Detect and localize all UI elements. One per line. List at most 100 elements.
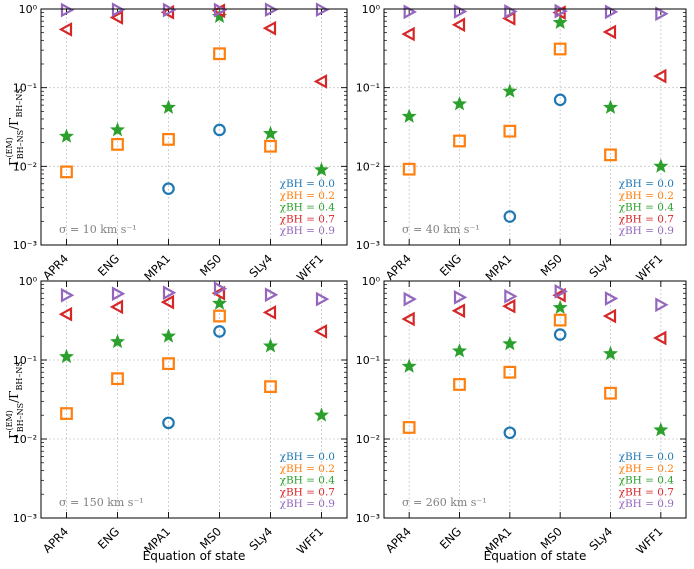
data-point-tri-right xyxy=(453,290,468,305)
y-tick-label: 10⁻³ xyxy=(13,239,37,252)
data-point-star xyxy=(212,295,227,310)
legend-entry: χBH = 0.9 xyxy=(280,498,335,510)
data-point-star xyxy=(59,128,74,143)
data-point-tri-left xyxy=(401,311,415,327)
data-point-circle xyxy=(162,182,175,195)
sigma-annotation: σ = 150 km s⁻¹ xyxy=(59,496,144,509)
data-point-star xyxy=(314,407,329,422)
legend-entry: χBH = 0.2 xyxy=(619,190,674,202)
axes-frame xyxy=(383,280,687,519)
data-point-star xyxy=(603,99,618,114)
data-point-tri-right xyxy=(604,291,619,306)
data-point-tri-left xyxy=(313,324,328,339)
x-tick-label: SLy4 xyxy=(586,524,615,553)
x-axis-label: Equation of state xyxy=(484,549,587,563)
legend-entry: χBH = 0.0 xyxy=(619,451,674,463)
data-point-square xyxy=(553,313,567,327)
legend-entry: χBH = 0.4 xyxy=(619,202,675,214)
data-point-star xyxy=(502,83,518,98)
legend-entry: χBH = 0.0 xyxy=(280,178,335,190)
data-point-star xyxy=(452,96,467,111)
data-point-tri-right xyxy=(655,297,669,313)
data-point-tri-right xyxy=(403,4,417,20)
y-axis-label: Γ(EM) BH–NS/ΓBH–NS xyxy=(5,361,25,439)
data-point-star xyxy=(161,99,176,114)
x-tick-label: MS0 xyxy=(197,524,224,551)
x-tick-label: ENG xyxy=(95,251,122,278)
data-point-tri-right xyxy=(604,4,619,20)
x-tick-label: ENG xyxy=(437,251,464,278)
y-tick-label: 10⁻¹ xyxy=(13,82,37,95)
data-point-tri-left xyxy=(109,299,124,315)
legend-entry: χBH = 0.2 xyxy=(619,463,674,475)
legend-entry: χBH = 0.4 xyxy=(280,475,336,487)
data-point-star xyxy=(603,345,618,361)
data-point-tri-left xyxy=(451,17,466,33)
data-point-star xyxy=(110,333,125,349)
data-point-tri-right xyxy=(264,287,279,303)
data-point-square xyxy=(60,407,73,420)
x-tick-label: SLy4 xyxy=(246,524,275,553)
data-point-tri-left xyxy=(262,305,277,320)
legend-entry: χBH = 0.0 xyxy=(280,451,335,463)
sigma-annotation: σ = 40 km s⁻¹ xyxy=(402,223,480,236)
data-point-tri-right xyxy=(111,286,126,302)
data-point-tri-right xyxy=(213,281,228,297)
data-point-tri-left xyxy=(451,303,466,319)
legend-entry: χBH = 0.9 xyxy=(619,498,674,510)
y-tick-label: 10⁰ xyxy=(19,275,38,288)
legend-entry: χBH = 0.7 xyxy=(280,486,335,498)
data-point-circle xyxy=(503,210,517,223)
data-point-tri-left xyxy=(602,24,617,40)
legend-entry: χBH = 0.7 xyxy=(619,213,674,225)
data-point-square xyxy=(503,365,517,379)
data-point-circle xyxy=(162,416,175,430)
data-point-square xyxy=(213,309,226,323)
data-point-tri-left xyxy=(262,20,277,36)
legend-entry: χBH = 0.0 xyxy=(619,178,674,190)
y-tick-label: 10⁻² xyxy=(356,160,380,173)
data-point-square xyxy=(162,132,175,146)
data-point-star xyxy=(552,299,568,315)
data-point-tri-left xyxy=(313,74,328,89)
y-tick-label: 10⁻² xyxy=(13,433,37,446)
data-point-tri-right xyxy=(60,2,75,18)
x-tick-label: SLy4 xyxy=(586,251,615,280)
data-point-tri-right xyxy=(213,2,228,18)
data-point-star xyxy=(653,158,669,173)
x-tick-label: APR4 xyxy=(383,251,414,282)
data-point-tri-right xyxy=(554,3,568,19)
data-point-star xyxy=(263,338,278,353)
data-point-tri-left xyxy=(58,22,73,37)
y-tick-label: 10⁰ xyxy=(19,3,38,16)
data-point-star xyxy=(263,125,278,141)
data-point-tri-left xyxy=(653,330,667,346)
data-point-tri-right xyxy=(60,287,75,303)
x-tick-label: APR4 xyxy=(40,251,71,282)
x-tick-label: ENG xyxy=(95,524,122,551)
x-tick-label: MS0 xyxy=(197,251,224,278)
data-point-tri-left xyxy=(653,68,667,84)
y-tick-label: 10⁻¹ xyxy=(356,354,380,367)
y-tick-label: 10⁰ xyxy=(362,275,381,288)
data-point-star xyxy=(401,358,417,373)
data-point-square xyxy=(402,421,416,434)
data-point-square xyxy=(213,47,226,61)
sigma-annotation: σ = 10 km s⁻¹ xyxy=(59,223,137,236)
x-tick-label: MPA1 xyxy=(141,251,173,283)
legend-entry: χBH = 0.2 xyxy=(280,463,335,475)
data-point-square xyxy=(453,378,466,391)
data-point-square xyxy=(264,380,277,394)
data-point-tri-right xyxy=(162,285,177,301)
data-point-star xyxy=(552,14,568,30)
data-point-circle xyxy=(553,328,567,341)
x-tick-label: APR4 xyxy=(383,524,414,555)
data-point-square xyxy=(162,357,175,371)
data-point-tri-left xyxy=(502,298,516,314)
data-point-tri-left xyxy=(211,285,226,301)
legend-entry: χBH = 0.9 xyxy=(619,225,674,237)
data-point-square xyxy=(402,162,416,176)
y-tick-label: 10⁻³ xyxy=(13,512,37,525)
